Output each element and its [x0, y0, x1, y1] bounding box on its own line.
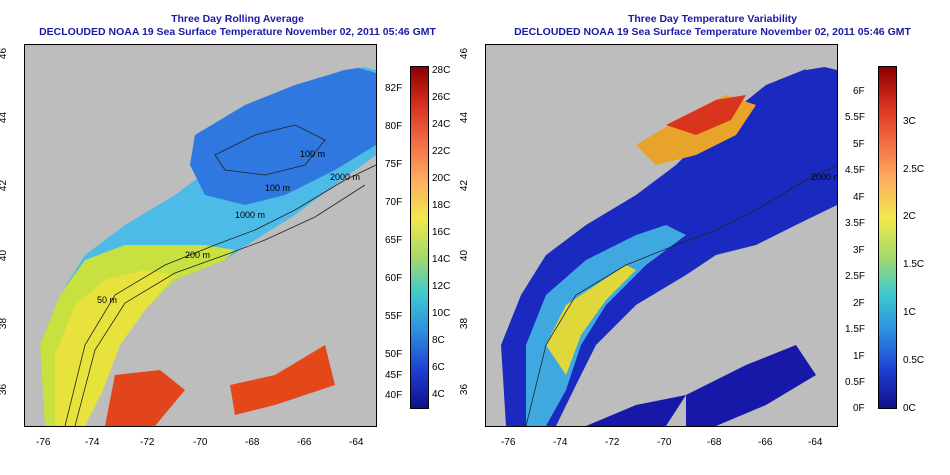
- y-tick-label: 36: [459, 383, 471, 396]
- panel-subtitle: DECLOUDED NOAA 19 Sea Surface Temperatur…: [514, 26, 911, 38]
- y-tick-label: 44: [459, 111, 471, 124]
- contour-label: 100 m: [300, 149, 326, 159]
- y-tick-label: 42: [459, 179, 471, 192]
- x-tick-label: -66: [758, 437, 773, 448]
- y-tick-label: 44: [0, 111, 10, 124]
- x-tick-label: -76: [36, 437, 51, 448]
- contour-label: 2000 m: [330, 172, 361, 182]
- panel-title: Three Day Temperature Variability: [627, 13, 798, 25]
- sst-variability-panel: Three Day Temperature Variability DECLOU…: [459, 0, 950, 475]
- sst-average-map: 100 m 2000 m 100 m 1000 m 200 m 50 m: [24, 44, 377, 427]
- x-tick-label: -74: [85, 437, 100, 448]
- contour-label: 2000 m: [811, 172, 837, 182]
- y-tick-label: 40: [459, 249, 471, 262]
- contour-label: 200 m: [185, 250, 211, 260]
- y-tick-label: 38: [0, 317, 10, 330]
- panel-title: Three Day Rolling Average: [171, 13, 304, 25]
- x-tick-label: -76: [501, 437, 516, 448]
- x-tick-label: -68: [245, 437, 260, 448]
- x-tick-label: -72: [140, 437, 155, 448]
- contour-label: 1000 m: [235, 210, 266, 220]
- contour-label: 50 m: [97, 295, 118, 305]
- x-tick-label: -66: [297, 437, 312, 448]
- y-tick-label: 38: [459, 317, 471, 330]
- y-tick-label: 46: [0, 47, 10, 60]
- x-tick-label: -64: [808, 437, 823, 448]
- x-tick-label: -70: [193, 437, 208, 448]
- variability-colorbar: [878, 66, 897, 409]
- contour-label: 100 m: [265, 183, 291, 193]
- x-tick-label: -74: [553, 437, 568, 448]
- x-tick-label: -70: [657, 437, 672, 448]
- x-tick-label: -72: [605, 437, 620, 448]
- sst-average-panel: Three Day Rolling Average DECLOUDED NOAA…: [0, 13, 450, 448]
- panel-subtitle: DECLOUDED NOAA 19 Sea Surface Temperatur…: [39, 26, 436, 38]
- x-tick-label: -68: [707, 437, 722, 448]
- y-tick-label: 46: [459, 47, 471, 60]
- sst-variability-map: 2000 m: [485, 44, 838, 427]
- y-tick-label: 40: [0, 249, 10, 262]
- temperature-colorbar: [410, 66, 429, 409]
- y-tick-label: 42: [0, 179, 10, 192]
- x-tick-label: -64: [349, 437, 364, 448]
- y-tick-label: 36: [0, 383, 10, 396]
